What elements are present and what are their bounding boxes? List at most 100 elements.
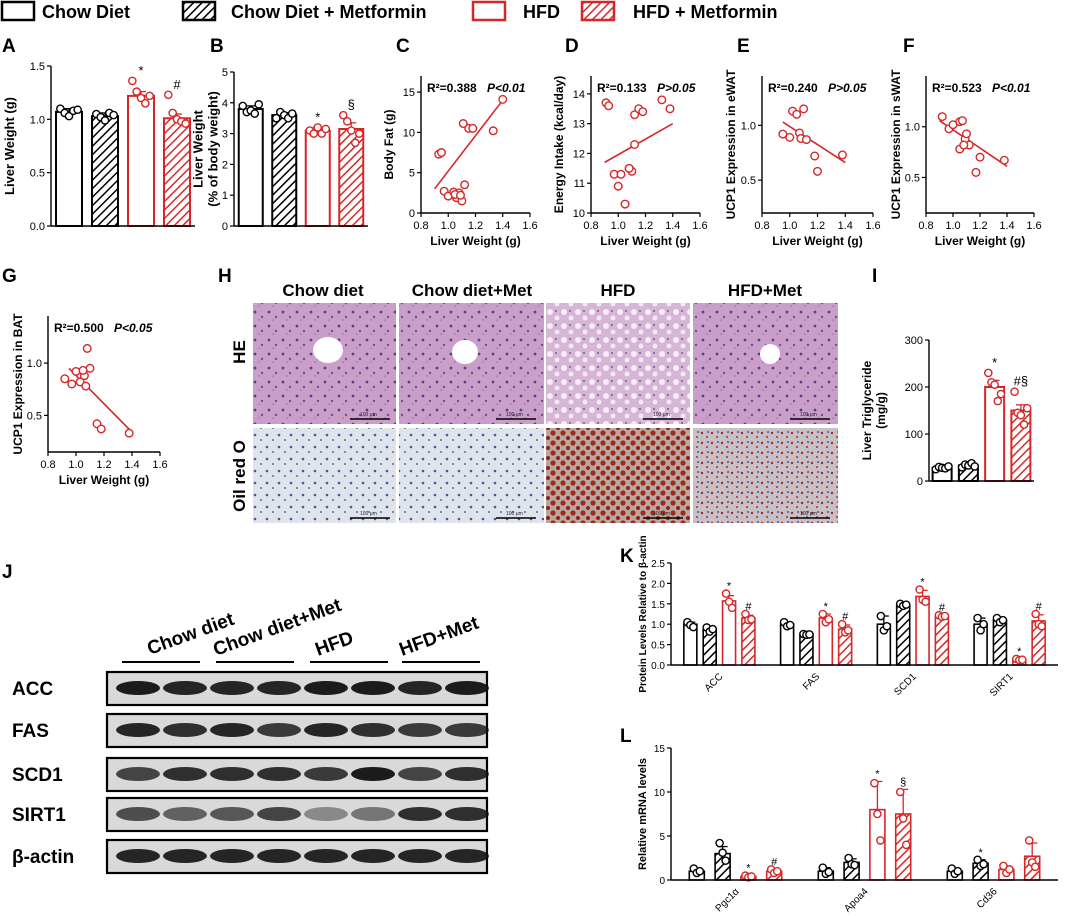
y-axis-label: UCP1 Expression in eWAT bbox=[724, 69, 738, 219]
data-point bbox=[975, 152, 985, 162]
y-axis-label: Liver Triglyceride bbox=[860, 360, 874, 460]
histology-image-oro-chow-met bbox=[399, 428, 544, 523]
data-point bbox=[937, 112, 947, 122]
y-axis-label: (% of body weight) bbox=[206, 91, 221, 207]
data-point bbox=[944, 462, 953, 471]
panel-f-x-tick-label: 1.4 bbox=[999, 220, 1014, 232]
bar bbox=[869, 808, 886, 881]
data-point bbox=[915, 585, 924, 594]
panel-l-y-tick-label: 5 bbox=[659, 832, 665, 843]
bar bbox=[237, 107, 264, 227]
panel-letter-l: L bbox=[620, 726, 632, 747]
data-point bbox=[805, 630, 814, 639]
panel-k-y-tick-label: 1.5 bbox=[651, 600, 665, 611]
data-point bbox=[604, 101, 614, 111]
data-point bbox=[254, 100, 264, 109]
data-point bbox=[708, 624, 718, 634]
x-tick-label: FAS bbox=[801, 671, 822, 692]
blot-band bbox=[445, 807, 489, 821]
blot-band bbox=[351, 849, 395, 863]
data-point bbox=[78, 365, 88, 375]
data-point bbox=[638, 107, 648, 117]
data-point bbox=[620, 199, 630, 209]
data-point bbox=[898, 814, 908, 823]
blot-band bbox=[398, 807, 442, 821]
scale-label: 100 μm bbox=[506, 412, 523, 418]
data-point bbox=[1018, 655, 1027, 664]
blot-protein-label: SIRT1 bbox=[12, 805, 66, 826]
panel-e-y-tick-label: 1.0 bbox=[741, 120, 756, 132]
histology-image-oro-hfd-met bbox=[693, 428, 838, 523]
panel-d-y-tick-label: 14 bbox=[573, 89, 585, 101]
p-value-annotation: P<0.01 bbox=[487, 81, 526, 95]
panel-c-y-tick-label: 5 bbox=[409, 168, 415, 180]
blot-band bbox=[351, 767, 395, 781]
data-point bbox=[64, 111, 74, 121]
panel-f-x-tick-label: 0.8 bbox=[918, 220, 933, 232]
panel-letter-i: I bbox=[872, 266, 877, 287]
blot-protein-label: FAS bbox=[12, 721, 49, 742]
legend-label-chow-met: Chow Diet + Metformin bbox=[231, 2, 427, 22]
blot-band bbox=[398, 767, 442, 781]
western-blot-panel: Chow diet Chow diet+Met HFD HFD+Met ACCF… bbox=[12, 595, 489, 875]
data-point bbox=[81, 381, 91, 391]
panel-l-y-tick-label: 15 bbox=[654, 744, 666, 755]
data-point bbox=[124, 428, 134, 438]
panel-d-y-tick-label: 12 bbox=[573, 148, 585, 160]
bar bbox=[163, 117, 191, 227]
blot-band bbox=[163, 807, 207, 821]
blot-protein-label: β-actin bbox=[12, 847, 74, 868]
chart-panel-f: 0.5 1.0 0.8 1.0 1.2 1.4 1.6 R²=0.523 P<0.01 Liver… bbox=[889, 69, 1042, 248]
r-squared-annotation: R²=0.240 bbox=[768, 81, 818, 95]
chart-panel-d: 10 11 12 13 14 0.8 1.0 1.2 1.4 1.6 R²=0.133 P>0.05 L… bbox=[552, 76, 708, 248]
panel-g-x-tick-label: 1.0 bbox=[68, 459, 83, 471]
panel-b-y-tick-label: 4 bbox=[222, 98, 228, 110]
histology-image-oro-hfd bbox=[546, 428, 690, 523]
data-point bbox=[837, 150, 847, 160]
data-point bbox=[616, 169, 626, 179]
scale-label: 100 μm bbox=[653, 511, 670, 517]
significance-marker: * bbox=[875, 768, 880, 780]
panel-letter-h: H bbox=[218, 266, 232, 287]
histology-image-he-hfd-met bbox=[693, 303, 838, 424]
data-point bbox=[801, 135, 811, 145]
blot-band bbox=[304, 723, 348, 737]
data-point bbox=[271, 113, 281, 123]
legend-label-hfd-met: HFD + Metformin bbox=[633, 2, 778, 22]
panel-c-x-tick-label: 1.0 bbox=[441, 220, 456, 232]
blot-band bbox=[351, 723, 395, 737]
blot-band bbox=[163, 681, 207, 695]
data-point bbox=[718, 848, 727, 858]
data-point bbox=[727, 603, 737, 613]
data-point bbox=[824, 615, 834, 624]
panel-f-x-tick-label: 1.6 bbox=[1026, 220, 1041, 232]
data-point bbox=[460, 180, 470, 190]
blot-band bbox=[116, 723, 160, 737]
data-point bbox=[1005, 865, 1014, 874]
data-point bbox=[164, 90, 173, 100]
panel-d-y-tick-label: 13 bbox=[573, 119, 585, 131]
panel-b-y-tick-label: 5 bbox=[222, 67, 228, 79]
panel-a-y-tick-label: 1.5 bbox=[30, 61, 45, 73]
x-axis-label: Liver Weight (g) bbox=[59, 473, 149, 487]
panel-d-x-tick-label: 1.2 bbox=[638, 220, 653, 232]
panel-e-y-tick-label: 0.5 bbox=[741, 175, 756, 187]
data-point bbox=[181, 119, 190, 128]
data-point bbox=[813, 166, 823, 176]
significance-marker: * bbox=[746, 863, 751, 875]
significance-marker: § bbox=[348, 97, 355, 112]
data-point bbox=[1024, 836, 1034, 845]
p-value-annotation: P<0.01 bbox=[992, 81, 1031, 95]
chart-panel-e: 0.5 1.0 0.8 1.0 1.2 1.4 1.6 R²=0.240 P>0.05 Liver… bbox=[724, 69, 881, 248]
blot-band bbox=[210, 681, 254, 695]
r-squared-annotation: R²=0.523 bbox=[932, 81, 982, 95]
data-point bbox=[250, 109, 260, 118]
panel-e-x-tick-label: 1.6 bbox=[865, 220, 880, 232]
bar bbox=[55, 110, 83, 227]
panel-k-y-tick-label: 0.0 bbox=[651, 661, 665, 672]
histology-image-oro-chow bbox=[253, 428, 396, 523]
bar bbox=[741, 617, 756, 666]
x-axis-label: Liver Weight (g) bbox=[430, 234, 520, 248]
panel-d-x-tick-label: 0.8 bbox=[583, 220, 598, 232]
histology-col-chow: Chow diet bbox=[282, 281, 364, 300]
